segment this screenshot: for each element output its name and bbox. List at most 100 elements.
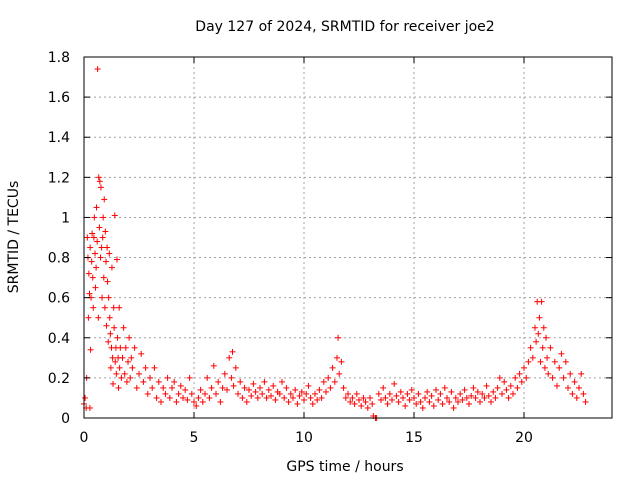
data-point [345,390,351,397]
data-point [105,338,112,345]
y-tick-label: 0.2 [48,371,70,387]
data-point [384,400,391,407]
data-point [459,396,466,403]
data-point [160,384,167,391]
gridlines [84,57,612,418]
data-point [496,374,503,381]
data-point [97,254,104,261]
data-point [565,384,571,391]
data-point [103,322,110,329]
data-point [184,396,191,403]
data-point [104,278,111,285]
data-point [86,404,93,411]
data-point [158,398,164,405]
data-point [362,398,369,405]
data-point [241,384,248,391]
data-point [204,374,211,381]
data-point [138,350,145,357]
data-point [92,284,99,291]
data-point [375,390,382,397]
data-point [149,384,156,391]
data-point [95,314,102,321]
data-point [485,392,492,399]
data-point [285,398,292,405]
x-tick-label: 0 [80,430,89,446]
data-point [261,378,268,385]
data-point [335,334,342,341]
data-point [219,384,226,391]
data-point [336,370,343,377]
data-point [415,390,422,397]
data-point [93,264,100,271]
data-point [235,390,241,397]
data-point [455,398,461,405]
data-point [224,386,230,393]
data-point [492,394,499,401]
x-tick-label: 20 [515,430,533,446]
data-point [457,390,464,397]
data-point [501,378,508,385]
data-point [197,386,204,393]
data-point [545,370,552,377]
data-point [119,354,126,361]
data-point [367,394,373,401]
y-tick-label: 1.4 [48,130,70,146]
data-point [259,390,266,397]
data-point [419,404,426,411]
data-point [90,234,97,241]
data-point [488,398,494,405]
data-point [538,298,545,305]
data-point [481,394,488,401]
data-point [126,334,133,341]
data-point [494,384,501,391]
data-point [276,390,283,397]
data-point [217,398,224,405]
data-point [314,396,321,403]
data-point [535,330,542,337]
data-point [402,402,409,409]
data-point [544,354,551,361]
data-point [470,384,477,391]
data-point [446,398,453,405]
data-point [153,394,160,401]
data-point [248,392,255,399]
y-tick-label: 0 [61,411,70,427]
data-point [525,358,532,365]
data-point [468,392,475,399]
data-point [106,314,113,321]
data-point [369,400,376,407]
data-point [448,388,455,395]
data-point [86,290,93,297]
data-point [230,382,237,389]
data-point [99,294,106,301]
axis-ticks: 0 0.2 0.4 0.6 0.8 1 1.2 1.4 1.6 1.8 0 5 10 15 20 [48,50,612,446]
data-point [532,324,538,331]
y-tick-label: 0.8 [48,251,70,267]
data-point [136,370,142,377]
data-point [114,334,121,341]
data-point [461,386,468,393]
data-point [518,378,525,385]
data-point [386,390,393,397]
data-point [91,214,98,221]
data-point [94,66,101,73]
data-point [87,244,94,251]
data-point [507,382,514,389]
data-point [505,394,512,401]
data-point [116,364,123,371]
data-point [364,404,371,411]
data-point [116,304,123,311]
data-point [435,396,442,403]
y-tick-label: 1.8 [48,50,70,66]
data-point [131,344,138,351]
data-point [389,396,395,403]
data-point [543,334,549,341]
data-point [391,380,398,387]
data-point [573,394,580,401]
data-point [338,358,345,365]
data-point [331,378,338,385]
data-point [562,358,569,365]
data-point [549,374,556,381]
data-point [87,346,94,353]
x-tick-label: 5 [190,430,199,446]
